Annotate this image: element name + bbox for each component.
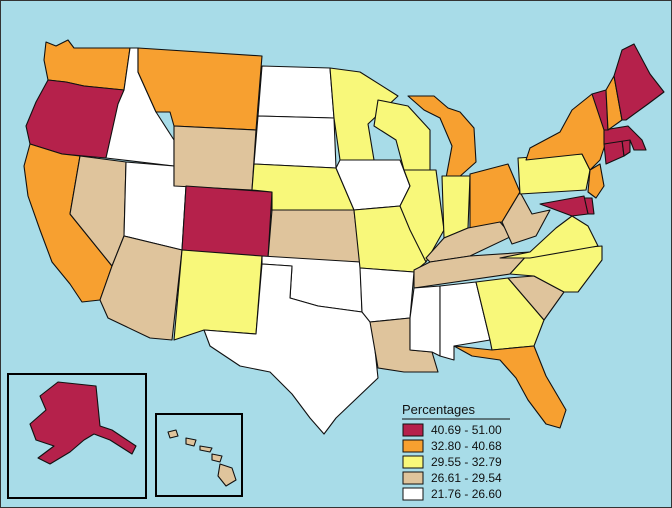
state-MN[interactable] xyxy=(329,67,399,161)
state-FL[interactable] xyxy=(453,345,567,429)
state-IL[interactable] xyxy=(399,169,445,263)
state-ND[interactable] xyxy=(257,65,335,119)
legend-label-0: 40.69 - 51.00 xyxy=(431,423,502,437)
hawaii-island-maui xyxy=(211,453,223,463)
state-CO[interactable] xyxy=(181,185,273,259)
legend-swatch-2 xyxy=(402,455,424,469)
legend-label-3: 26.61 - 29.54 xyxy=(431,471,502,485)
state-SD[interactable] xyxy=(253,115,337,169)
hawaii-island-kauai xyxy=(167,429,179,439)
legend-label-4: 21.76 - 26.60 xyxy=(431,487,502,501)
state-HI[interactable] xyxy=(167,429,237,487)
state-MS[interactable] xyxy=(409,285,441,357)
state-MD[interactable] xyxy=(539,195,589,217)
state-MI[interactable] xyxy=(407,95,477,179)
state-ME[interactable] xyxy=(613,43,665,121)
legend-item: 29.55 - 32.79 xyxy=(402,455,502,469)
legend-swatch-3 xyxy=(402,471,424,485)
legend-label-1: 32.80 - 40.68 xyxy=(431,439,502,453)
legend-title: Percentages xyxy=(402,402,475,417)
state-WY[interactable] xyxy=(173,125,257,191)
legend-swatch-1 xyxy=(402,439,424,453)
hawaii-island-big-island xyxy=(217,463,237,487)
legend-item: 32.80 - 40.68 xyxy=(402,439,502,453)
state-TX[interactable] xyxy=(203,263,379,435)
legend: Percentages 40.69 - 51.00 32.80 - 40.68 … xyxy=(402,402,510,501)
legend-label-2: 29.55 - 32.79 xyxy=(431,455,502,469)
legend-swatch-0 xyxy=(402,423,424,437)
state-NM[interactable] xyxy=(173,249,263,341)
contiguous-states xyxy=(23,39,665,435)
state-VA[interactable] xyxy=(499,215,599,259)
legend-item: 26.61 - 29.54 xyxy=(402,471,502,485)
legend-item: 40.69 - 51.00 xyxy=(402,423,502,437)
state-KS[interactable] xyxy=(267,209,361,263)
legend-swatch-4 xyxy=(402,487,424,501)
state-MA[interactable] xyxy=(603,125,647,151)
alaska-inset xyxy=(7,373,147,499)
legend-item: 21.76 - 26.60 xyxy=(402,487,502,501)
hawaii-inset xyxy=(155,413,243,497)
state-AR[interactable] xyxy=(359,267,415,323)
state-NJ[interactable] xyxy=(587,163,605,199)
state-AK[interactable] xyxy=(29,381,137,465)
hawaii-island-molokai xyxy=(199,445,213,453)
hawaii-island-oahu xyxy=(185,437,197,447)
state-MT[interactable] xyxy=(137,47,263,131)
